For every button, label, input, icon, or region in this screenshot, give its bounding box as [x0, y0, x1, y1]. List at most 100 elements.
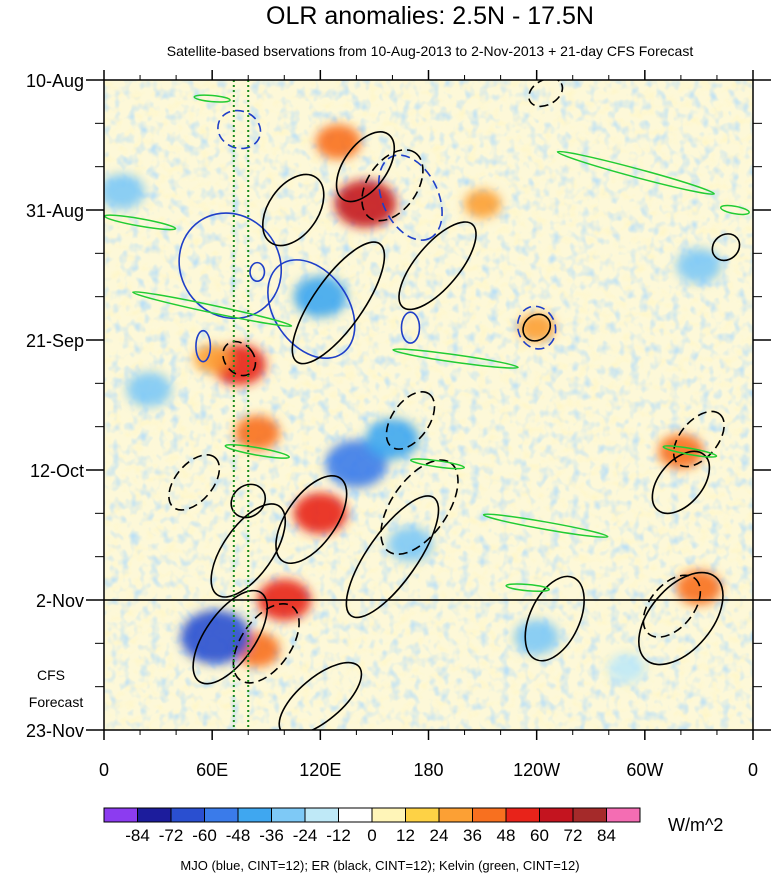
- y-tick-label-0: 10-Aug: [26, 71, 84, 91]
- colorbar-label-6: -12: [326, 826, 351, 845]
- x-tick-label-2: 120E: [299, 760, 341, 780]
- colorbar-swatch-0: [103, 807, 138, 823]
- kelvin-contour-0: [132, 291, 293, 328]
- y-tick-label-3: 12-Oct: [30, 461, 84, 481]
- x-tick-label-6: 0: [748, 760, 758, 780]
- anomaly-positive-4: [293, 492, 348, 534]
- y-tick-label-2: 21-Sep: [26, 331, 84, 351]
- colorbar-unit: W/m^2: [668, 815, 723, 835]
- chart-title: OLR anomalies: 2.5N - 17.5N: [266, 2, 594, 30]
- x-tick-label-0: 0: [99, 760, 109, 780]
- colorbar-label-4: -36: [259, 826, 284, 845]
- er-contour-11: [278, 661, 363, 730]
- er-contour-17: [651, 450, 711, 515]
- plot-area: 0 60E 120E 180 120W 60W 0 10-Aug 31-Aug 21-Sep 12…: [26, 70, 771, 780]
- kelvin-contour-8: [505, 583, 550, 592]
- er-contour-8: [210, 503, 287, 598]
- anomaly-negative-18: [514, 619, 560, 655]
- colorbar-swatch-9: [405, 807, 440, 823]
- mjo-contour-0: [178, 212, 283, 320]
- colorbar-label-8: 12: [396, 826, 415, 845]
- colorbar: -84 -72 -60 -48 -36 -24 -12 0 12 24 36 48 60 72 84: [103, 807, 641, 845]
- colorbar-swatch-13: [539, 807, 574, 823]
- colorbar-swatch-1: [137, 807, 172, 823]
- er-contour-22: [222, 340, 257, 377]
- colorbar-label-13: 72: [564, 826, 583, 845]
- colorbar-swatch-6: [304, 807, 339, 823]
- kelvin-contour-9: [662, 445, 718, 458]
- kelvin-contour-6: [720, 204, 750, 216]
- er-contour-20: [522, 313, 552, 342]
- colorbar-label-10: 36: [463, 826, 482, 845]
- anomaly-positive-7: [464, 189, 502, 219]
- colorbar-swatch-15: [606, 807, 641, 823]
- colorbar-swatch-5: [271, 807, 306, 823]
- chart-subtitle: Satellite-based bservations from 10-Aug-…: [167, 43, 694, 59]
- colorbar-label-1: -72: [159, 826, 184, 845]
- mjo-contour-6: [249, 261, 266, 282]
- er-contour-0: [335, 131, 396, 203]
- er-contour-6: [275, 475, 348, 565]
- contour-legend: MJO (blue, CINT=12); ER (black, CINT=12)…: [180, 858, 579, 873]
- anomaly-negative-16: [126, 372, 172, 407]
- er-contour-3: [262, 173, 325, 247]
- er-contour-23: [385, 391, 436, 450]
- anomaly-positive-9: [658, 434, 704, 469]
- er-contour-14: [524, 575, 585, 662]
- er-contour-4: [291, 241, 386, 365]
- colorbar-swatch-8: [371, 807, 406, 823]
- er-contour-16: [642, 574, 702, 638]
- anomaly-positive-11: [193, 344, 231, 373]
- colorbar-label-12: 60: [530, 826, 549, 845]
- colorbar-label-11: 48: [497, 826, 516, 845]
- anomaly-positive-0: [334, 180, 397, 228]
- er-contour-2: [398, 221, 477, 311]
- er-contour-7: [345, 495, 440, 619]
- x-axis: 0 60E 120E 180 120W 60W 0: [99, 70, 758, 780]
- colorbar-swatch-14: [572, 807, 607, 823]
- er-contour-9: [232, 602, 300, 684]
- colorbar-label-0: -84: [125, 826, 150, 845]
- colorbar-swatch-10: [438, 807, 473, 823]
- colorbar-swatch-4: [237, 807, 272, 823]
- colorbar-swatch-12: [505, 807, 540, 823]
- kelvin-contour-3: [482, 513, 609, 539]
- anomaly-positive-1: [315, 124, 362, 160]
- colorbar-label-5: -24: [293, 826, 318, 845]
- reference-longitude-lines: [232, 80, 250, 730]
- anomaly-negative-21: [387, 526, 434, 562]
- colorbar-swatch-11: [472, 807, 507, 823]
- anomaly-negative-20: [608, 653, 646, 683]
- er-contour-18: [672, 410, 725, 468]
- y-axis: 10-Aug 31-Aug 21-Sep 12-Oct 2-Nov 23-Nov: [26, 71, 771, 741]
- kelvin-contours: [104, 94, 750, 592]
- colorbar-swatch-3: [204, 807, 239, 823]
- er-contour-19: [711, 233, 741, 262]
- colorbar-swatch-2: [170, 807, 205, 823]
- y-tick-label-4: 2-Nov: [36, 591, 84, 611]
- anomaly-negative-17: [104, 174, 145, 209]
- colorbar-label-3: -48: [226, 826, 251, 845]
- mjo-contour-5: [195, 329, 212, 363]
- anomaly-positive-10: [676, 570, 722, 606]
- y-tick-label-5: 23-Nov: [26, 721, 84, 741]
- colorbar-label-2: -60: [192, 826, 217, 845]
- forecast-label-line1: CFS: [37, 667, 65, 683]
- mjo-contour-2: [378, 154, 443, 241]
- colorbar-label-14: 84: [597, 826, 616, 845]
- x-tick-label-4: 120W: [513, 760, 560, 780]
- er-contour-21: [528, 80, 564, 108]
- kelvin-contour-4: [224, 443, 290, 459]
- anomaly-negative-13: [365, 418, 420, 460]
- er-contour-13: [230, 483, 267, 519]
- er-contour-10: [192, 589, 269, 685]
- kelvin-contour-2: [556, 150, 715, 196]
- er-contour-1: [361, 148, 424, 222]
- colorbar-label-9: 24: [430, 826, 449, 845]
- er-contour-12: [168, 454, 221, 511]
- x-tick-label-3: 180: [413, 760, 443, 780]
- anomaly-negative-19: [676, 248, 722, 284]
- mjo-contour-1: [267, 259, 356, 360]
- er-contour-15: [638, 571, 724, 666]
